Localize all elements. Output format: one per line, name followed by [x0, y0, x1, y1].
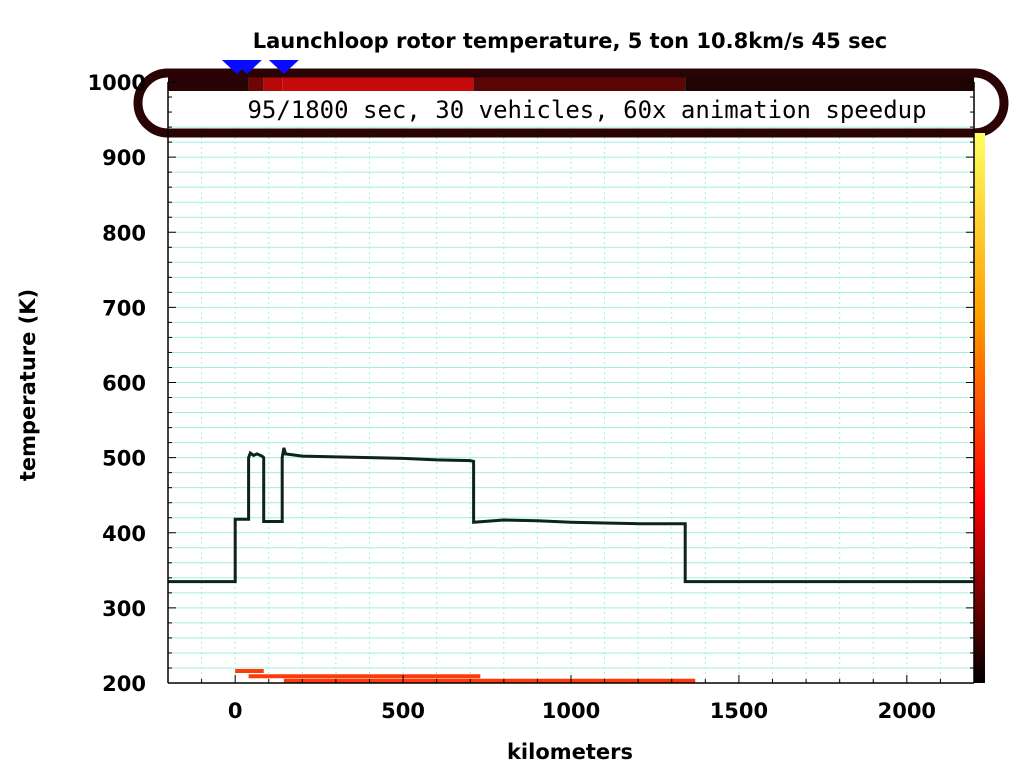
y-tick-label: 200 — [102, 672, 146, 696]
vehicle-bars — [235, 668, 696, 683]
x-tick-label: 0 — [228, 699, 243, 723]
y-tick-label: 500 — [102, 447, 146, 471]
vehicle-marker — [231, 60, 262, 74]
series-group — [168, 447, 974, 584]
chart-title: Launchloop rotor temperature, 5 ton 10.8… — [253, 29, 888, 53]
y-tick-label: 600 — [102, 372, 146, 396]
y-tick-label: 900 — [102, 146, 146, 170]
x-tick-label: 500 — [381, 699, 425, 723]
vehicle-marker — [268, 60, 299, 74]
x-tick-label: 1000 — [542, 699, 600, 723]
y-axis-label: temperature (K) — [16, 289, 40, 481]
colorbar — [974, 133, 985, 683]
y-tick-label: 300 — [102, 597, 146, 621]
temperature-series-line — [168, 447, 974, 584]
x-axis-label: kilometers — [507, 740, 633, 764]
chart-subtitle: 95/1800 sec, 30 vehicles, 60x animation … — [247, 96, 926, 124]
loop-inner-fill — [155, 91, 987, 124]
chart-axes — [167, 81, 975, 684]
vehicle-markers — [221, 60, 299, 74]
y-tick-label: 1000 — [88, 71, 146, 95]
heat-band — [133, 68, 1009, 138]
x-tick-label: 2000 — [878, 699, 936, 723]
y-tick-label: 700 — [102, 296, 146, 320]
chart-grid — [167, 81, 975, 684]
tick-labels: 200 300 400 500 600 700 800 900 1000 0 500 1000 1500… — [88, 71, 937, 723]
colorbar-gradient — [974, 133, 985, 683]
y-tick-label: 800 — [102, 221, 146, 245]
x-tick-label: 1500 — [710, 699, 768, 723]
rotor-loop-outline — [133, 68, 1009, 138]
y-tick-label: 400 — [102, 522, 146, 546]
